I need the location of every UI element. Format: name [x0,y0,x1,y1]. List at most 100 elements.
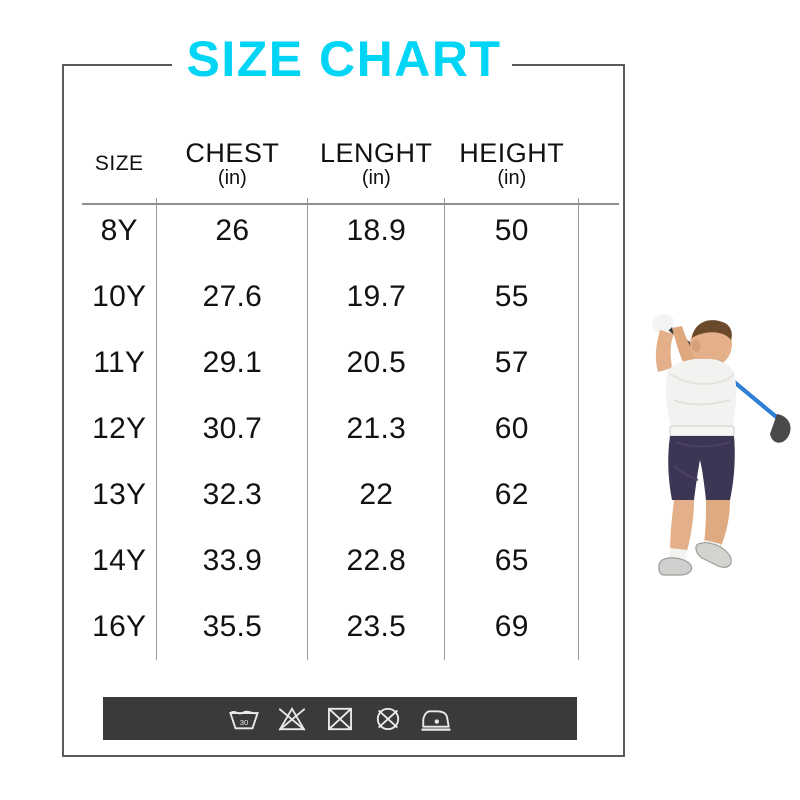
size-chart-table: SIZE CHEST (in) LENGHT (in) HEIGHT (in) … [82,126,619,660]
column-header-length: LENGHT (in) [308,126,444,198]
column-separator [156,462,158,528]
column-separator [578,528,580,594]
cell-height: 57 [494,346,529,379]
column-separator [578,462,580,528]
table-row: 14Y 33.9 22.8 65 [82,528,619,594]
golf-club-head [770,414,791,443]
column-separator [156,594,158,660]
cell-size: 11Y [93,346,146,379]
column-header-size: SIZE [82,126,156,198]
column-separator [156,264,158,330]
polo-shirt [665,358,737,429]
frame-top-right-segment [512,64,625,66]
cell-spacer [579,528,619,594]
shirt-fold [673,399,731,406]
cell-length: 20.5 [346,346,407,379]
column-separator [307,462,309,528]
cell-length: 21.3 [346,412,407,445]
do-not-tumble-dry-icon [328,707,352,730]
cell-length: 22 [359,478,394,511]
column-separator [156,528,158,594]
column-separator [578,594,580,660]
column-separator [156,330,158,396]
left-shoe [658,557,693,576]
cell-length: 18.9 [346,214,407,247]
cell-height: 55 [494,280,529,313]
cell-height: 69 [494,610,529,643]
column-separator [156,396,158,462]
column-separator [578,330,580,396]
column-header-chest: CHEST (in) [157,126,307,198]
table-row: 8Y 26 18.9 50 [82,198,619,264]
cell-height: 60 [494,412,529,445]
column-separator [307,330,309,396]
cell-height: 65 [494,544,529,577]
column-separator [444,528,446,594]
cell-chest: 30.7 [202,412,263,445]
cell-spacer [579,264,619,330]
column-separator [578,396,580,462]
cell-chest: 35.5 [202,610,263,643]
column-separator [307,396,309,462]
cell-size: 10Y [92,280,147,313]
column-separator [307,594,309,660]
table-body: 8Y 26 18.9 50 10Y 27.6 19.7 55 11Y 29.1 20.5 57 12Y 3… [82,198,619,660]
cell-chest: 32.3 [202,478,263,511]
header-underline [82,203,619,205]
cell-height: 62 [494,478,529,511]
shorts [668,436,735,500]
glove [652,313,674,333]
shorts-fold [673,465,699,481]
page-title: SIZE CHART [186,31,502,87]
table-row: 11Y 29.1 20.5 57 [82,330,619,396]
column-header-height: HEIGHT (in) [445,126,578,198]
left-arm [655,330,674,372]
shirt-fold [669,373,735,386]
table-header-row: SIZE CHEST (in) LENGHT (in) HEIGHT (in) [82,126,619,198]
column-separator [444,594,446,660]
column-header-chest-label: CHEST [185,138,280,169]
left-leg [670,500,694,554]
cell-size: 8Y [100,214,138,247]
cell-size: 14Y [92,544,147,577]
frame-left-edge [62,64,64,757]
table-row: 13Y 32.3 22 62 [82,462,619,528]
column-separator [156,198,158,264]
column-header-chest-unit: (in) [217,166,247,189]
cell-spacer [579,330,619,396]
cell-chest: 33.9 [202,544,263,577]
column-separator [444,462,446,528]
table-row: 16Y 35.5 23.5 69 [82,594,619,660]
care-instructions-bar: 30 [103,697,577,740]
column-separator [307,528,309,594]
column-separator [578,264,580,330]
column-separator [307,198,309,264]
cell-height: 50 [494,214,529,247]
column-header-length-label: LENGHT [320,138,433,169]
iron-low-heat-icon [421,709,451,731]
column-separator [444,264,446,330]
cell-spacer [579,594,619,660]
do-not-bleach-icon [278,706,306,731]
belt [669,425,735,437]
column-separator [444,330,446,396]
do-not-dry-clean-icon [376,707,400,730]
cell-chest: 29.1 [202,346,263,379]
cell-spacer [579,462,619,528]
cell-spacer [579,396,619,462]
svg-text:30: 30 [240,717,249,726]
cell-size: 16Y [92,610,147,643]
column-separator [307,264,309,330]
boy-golfer-swinging [652,313,791,576]
column-separator [444,396,446,462]
column-header-height-unit: (in) [497,166,527,189]
column-separator [444,198,446,264]
cell-chest: 26 [215,214,250,247]
column-header-height-label: HEIGHT [459,138,565,169]
ear [691,340,701,352]
right-shoe [695,542,732,568]
right-leg [704,500,730,548]
column-header-length-unit: (in) [361,166,391,189]
shorts-fold [675,441,731,448]
cell-spacer [579,198,619,264]
